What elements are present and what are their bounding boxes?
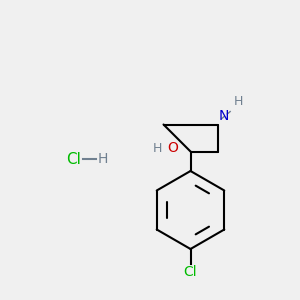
Text: N: N — [219, 109, 230, 123]
Text: H: H — [234, 95, 243, 108]
Text: H: H — [98, 152, 108, 166]
Text: H: H — [153, 142, 162, 155]
Text: O: O — [168, 142, 178, 155]
Text: Cl: Cl — [184, 266, 197, 280]
Text: Cl: Cl — [66, 152, 81, 166]
